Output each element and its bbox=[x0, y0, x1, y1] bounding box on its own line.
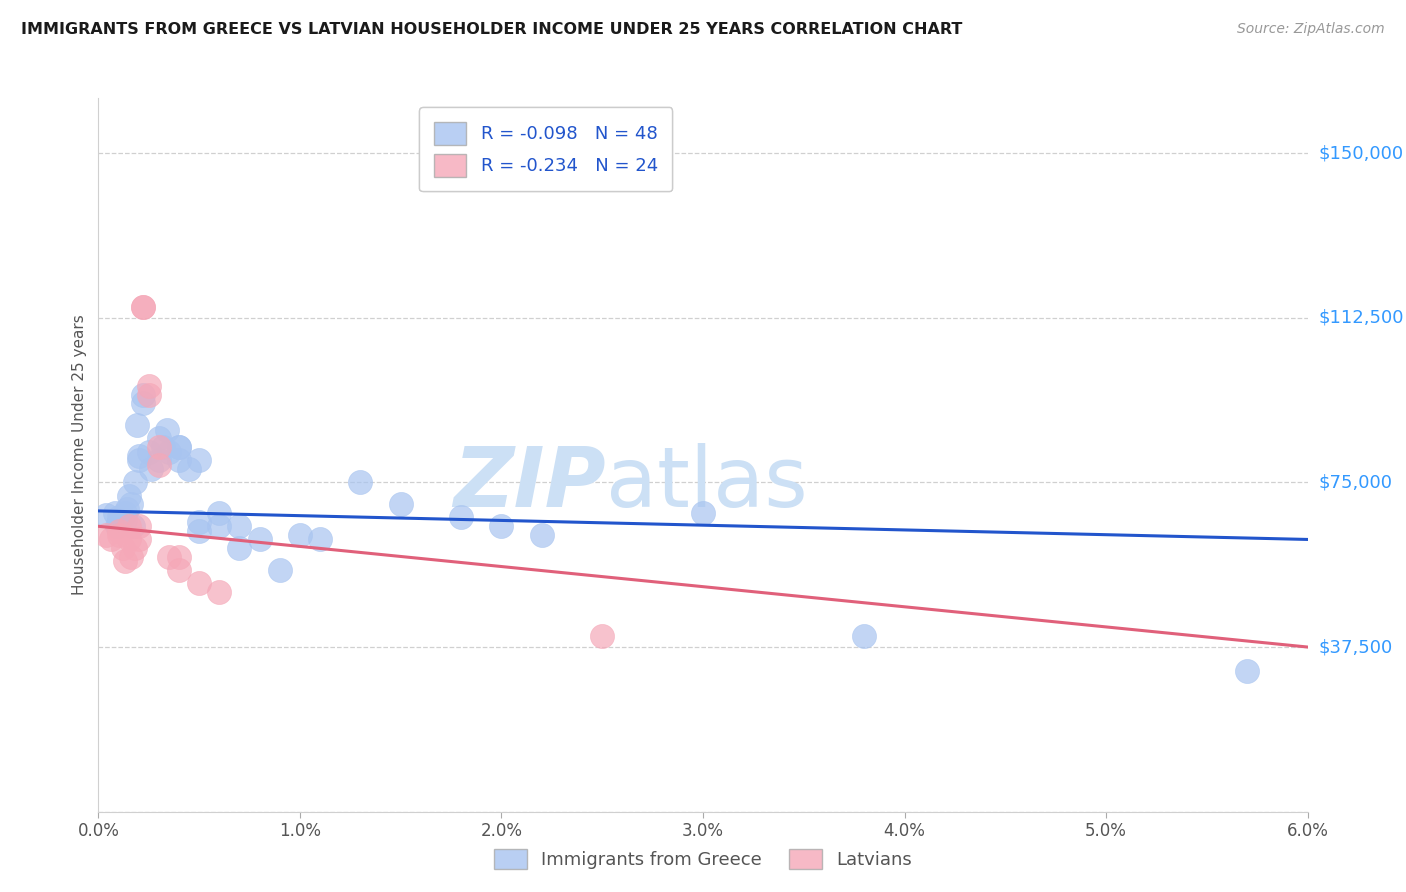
Point bbox=[530, 528, 553, 542]
Point bbox=[167, 563, 190, 577]
Point bbox=[1236, 664, 1258, 678]
Point bbox=[111, 541, 134, 556]
Point bbox=[269, 563, 291, 577]
Point bbox=[107, 515, 129, 529]
Point bbox=[132, 300, 155, 314]
Point bbox=[288, 528, 311, 542]
Point bbox=[450, 510, 472, 524]
Point bbox=[167, 440, 190, 454]
Point bbox=[107, 510, 129, 524]
Point bbox=[100, 533, 122, 547]
Text: $37,500: $37,500 bbox=[1319, 638, 1393, 656]
Point bbox=[167, 440, 190, 454]
Point bbox=[118, 519, 141, 533]
Point bbox=[853, 629, 876, 643]
Point bbox=[132, 396, 155, 410]
Text: Source: ZipAtlas.com: Source: ZipAtlas.com bbox=[1237, 22, 1385, 37]
Point bbox=[152, 440, 174, 454]
Point bbox=[208, 585, 231, 599]
Point bbox=[591, 629, 613, 643]
Point bbox=[188, 524, 211, 538]
Point bbox=[114, 513, 136, 527]
Point bbox=[118, 533, 141, 547]
Point bbox=[309, 533, 332, 547]
Point bbox=[114, 506, 136, 520]
Point bbox=[124, 475, 146, 490]
Point bbox=[139, 462, 162, 476]
Point bbox=[96, 528, 118, 542]
Point bbox=[188, 515, 211, 529]
Point bbox=[389, 497, 412, 511]
Y-axis label: Householder Income Under 25 years: Householder Income Under 25 years bbox=[72, 315, 87, 595]
Text: atlas: atlas bbox=[606, 443, 808, 524]
Legend: R = -0.098   N = 48, R = -0.234   N = 24: R = -0.098 N = 48, R = -0.234 N = 24 bbox=[419, 107, 672, 192]
Point bbox=[103, 506, 125, 520]
Point bbox=[167, 453, 190, 467]
Point bbox=[148, 432, 170, 446]
Point bbox=[132, 387, 155, 401]
Legend: Immigrants from Greece, Latvians: Immigrants from Greece, Latvians bbox=[485, 839, 921, 879]
Point bbox=[692, 506, 714, 520]
Point bbox=[138, 387, 160, 401]
Point bbox=[120, 497, 142, 511]
Text: $75,000: $75,000 bbox=[1319, 474, 1393, 491]
Point bbox=[167, 549, 190, 564]
Point bbox=[188, 576, 211, 591]
Point bbox=[128, 453, 150, 467]
Point bbox=[249, 533, 271, 547]
Point bbox=[124, 541, 146, 556]
Point bbox=[125, 418, 148, 433]
Point bbox=[208, 519, 231, 533]
Point bbox=[157, 549, 180, 564]
Point bbox=[228, 519, 250, 533]
Point bbox=[114, 554, 136, 568]
Point bbox=[132, 300, 155, 314]
Point bbox=[349, 475, 371, 490]
Point bbox=[120, 549, 142, 564]
Text: $150,000: $150,000 bbox=[1319, 144, 1403, 162]
Point bbox=[138, 378, 160, 392]
Point bbox=[96, 508, 118, 523]
Point bbox=[208, 506, 231, 520]
Point bbox=[128, 533, 150, 547]
Point bbox=[228, 541, 250, 556]
Point bbox=[148, 440, 170, 454]
Point bbox=[148, 453, 170, 467]
Point bbox=[177, 462, 201, 476]
Point bbox=[115, 501, 138, 516]
Point bbox=[107, 528, 129, 542]
Point bbox=[128, 449, 150, 463]
Point bbox=[138, 444, 160, 458]
Point bbox=[128, 519, 150, 533]
Point bbox=[121, 519, 143, 533]
Text: $112,500: $112,500 bbox=[1319, 309, 1405, 326]
Point bbox=[107, 524, 129, 538]
Point bbox=[491, 519, 513, 533]
Point bbox=[156, 423, 179, 437]
Point bbox=[188, 453, 211, 467]
Point bbox=[148, 458, 170, 472]
Point bbox=[105, 519, 128, 533]
Point bbox=[111, 510, 134, 524]
Text: ZIP: ZIP bbox=[454, 443, 606, 524]
Point bbox=[157, 444, 180, 458]
Text: IMMIGRANTS FROM GREECE VS LATVIAN HOUSEHOLDER INCOME UNDER 25 YEARS CORRELATION : IMMIGRANTS FROM GREECE VS LATVIAN HOUSEH… bbox=[21, 22, 963, 37]
Point bbox=[118, 489, 141, 503]
